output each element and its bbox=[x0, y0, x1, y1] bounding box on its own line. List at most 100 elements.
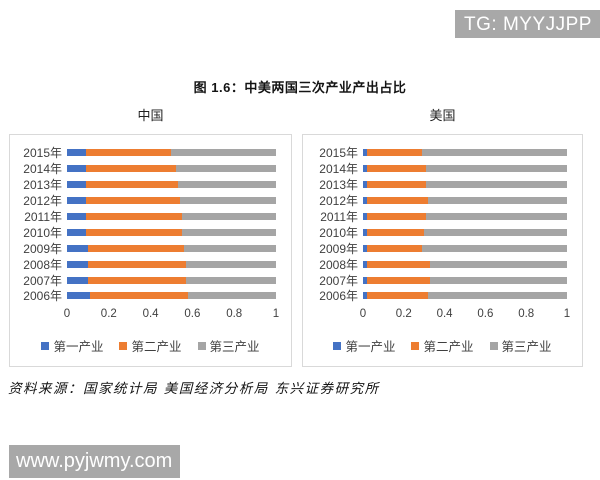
year-label: 2006年 bbox=[319, 289, 358, 304]
bar-track bbox=[67, 149, 276, 157]
tertiary-industry-swatch-icon bbox=[197, 341, 206, 350]
bar-track bbox=[363, 181, 567, 189]
tertiary-industry-swatch-icon bbox=[489, 341, 498, 350]
bar-segment-第一产业 bbox=[67, 181, 86, 189]
bar-segment-第一产业 bbox=[363, 213, 368, 220]
legend-label: 第一产业 bbox=[53, 340, 104, 354]
usa-legend: 第一产业 第二产业 第三产业 bbox=[303, 336, 582, 355]
bar-track bbox=[363, 149, 567, 157]
bar-segment-第二产业 bbox=[87, 276, 187, 284]
bar-segment-第二产业 bbox=[367, 276, 431, 284]
bar-row: 2008年 bbox=[303, 256, 582, 272]
bar-segment-第三产业 bbox=[171, 149, 276, 157]
bar-segment-第一产业 bbox=[363, 244, 368, 252]
usa-x-axis: 0 0.2 0.4 0.6 0.8 1 bbox=[360, 308, 571, 324]
bar-row: 2011年 bbox=[10, 209, 291, 225]
bar-track bbox=[363, 228, 567, 236]
bar-segment-第二产业 bbox=[85, 228, 182, 236]
bar-track bbox=[67, 181, 276, 189]
bar-segment-第二产业 bbox=[367, 165, 427, 173]
bar-segment-第三产业 bbox=[186, 276, 276, 284]
bar-segment-第三产业 bbox=[177, 181, 276, 189]
legend-label: 第二产业 bbox=[423, 340, 474, 354]
bar-segment-第一产业 bbox=[363, 260, 368, 268]
bar-segment-第一产业 bbox=[67, 292, 90, 300]
year-label: 2007年 bbox=[23, 273, 62, 288]
year-label: 2013年 bbox=[319, 178, 358, 193]
bar-segment-第一产业 bbox=[363, 149, 368, 157]
bar-segment-第二产业 bbox=[87, 260, 187, 268]
bar-segment-第三产业 bbox=[181, 228, 276, 236]
bar-row: 2006年 bbox=[10, 288, 291, 304]
x-axis-tick-label: 0.6 bbox=[184, 308, 201, 320]
figure-title: 图 1.6：中美两国三次产业产出占比 bbox=[193, 80, 407, 95]
bar-row: 2014年 bbox=[303, 161, 582, 177]
bar-segment-第一产业 bbox=[67, 165, 86, 173]
bar-track bbox=[363, 244, 567, 252]
china-bar-rows: 2015年 2014年 2013年 2012年 2011年 2010年 2009年 2008年… bbox=[10, 145, 291, 304]
bar-segment-第三产业 bbox=[426, 213, 567, 220]
year-label: 2013年 bbox=[23, 178, 62, 193]
year-label: 2011年 bbox=[320, 210, 358, 225]
usa-chart-panel: 2015年 2014年 2013年 2012年 2011年 2010年 2009年 2008年… bbox=[302, 134, 583, 367]
bar-segment-第二产业 bbox=[85, 181, 178, 189]
year-label: 2010年 bbox=[319, 225, 358, 240]
bar-segment-第一产业 bbox=[363, 181, 368, 189]
usa-chart-title: 美国 bbox=[429, 108, 456, 123]
bar-track bbox=[67, 228, 276, 236]
legend-label: 第三产业 bbox=[209, 340, 260, 354]
bar-segment-第一产业 bbox=[363, 197, 368, 205]
bar-segment-第三产业 bbox=[430, 260, 567, 268]
year-label: 2015年 bbox=[319, 146, 358, 161]
bar-row: 2012年 bbox=[10, 193, 291, 209]
bar-row: 2014年 bbox=[10, 161, 291, 177]
year-label: 2015年 bbox=[23, 146, 62, 161]
bar-row: 2011年 bbox=[303, 209, 582, 225]
bar-row: 2008年 bbox=[10, 256, 291, 272]
bar-track bbox=[363, 276, 567, 284]
bar-segment-第三产业 bbox=[426, 181, 567, 189]
bar-segment-第一产业 bbox=[67, 149, 86, 157]
x-axis-tick-label: 1 bbox=[563, 308, 571, 320]
secondary-industry-swatch-icon bbox=[119, 341, 128, 350]
bar-segment-第二产业 bbox=[367, 213, 427, 220]
bar-segment-第三产业 bbox=[181, 213, 276, 220]
legend-item-primary: 第一产业 bbox=[41, 336, 103, 355]
source-note: 资料来源：国家统计局 美国经济分析局 东兴证券研究所 bbox=[8, 381, 380, 397]
bar-segment-第二产业 bbox=[367, 181, 427, 189]
bar-track bbox=[67, 197, 276, 205]
bar-track bbox=[67, 260, 276, 268]
bar-segment-第二产业 bbox=[87, 244, 185, 252]
bar-track bbox=[363, 213, 567, 220]
bar-track bbox=[67, 165, 276, 173]
bar-row: 2009年 bbox=[303, 240, 582, 256]
x-axis-tick-label: 0.4 bbox=[436, 308, 453, 320]
legend-item-secondary: 第二产业 bbox=[119, 336, 182, 355]
bar-row: 2009年 bbox=[10, 240, 291, 256]
secondary-industry-swatch-icon bbox=[411, 341, 420, 350]
china-legend: 第一产业 第二产业 第三产业 bbox=[10, 336, 291, 355]
year-label: 2008年 bbox=[319, 257, 358, 272]
legend-item-secondary: 第二产业 bbox=[411, 336, 474, 355]
year-label: 2009年 bbox=[319, 241, 358, 256]
year-label: 2010年 bbox=[23, 225, 62, 240]
year-label: 2006年 bbox=[23, 289, 62, 304]
bar-segment-第二产业 bbox=[85, 197, 180, 205]
bar-row: 2013年 bbox=[10, 177, 291, 193]
bar-segment-第三产业 bbox=[424, 228, 567, 236]
bar-segment-第一产业 bbox=[67, 260, 88, 268]
year-label: 2014年 bbox=[23, 162, 62, 177]
bar-segment-第一产业 bbox=[363, 228, 368, 236]
bar-row: 2007年 bbox=[10, 272, 291, 288]
bar-segment-第一产业 bbox=[67, 213, 86, 220]
bar-segment-第二产业 bbox=[367, 292, 429, 300]
bar-track bbox=[363, 165, 567, 173]
bar-segment-第一产业 bbox=[67, 244, 88, 252]
bar-track bbox=[67, 213, 276, 220]
bar-segment-第一产业 bbox=[363, 292, 368, 300]
bar-segment-第一产业 bbox=[67, 276, 88, 284]
watermark-telegram: TG: MYYJJPP bbox=[455, 10, 600, 38]
bar-segment-第一产业 bbox=[67, 228, 86, 236]
bar-row: 2006年 bbox=[303, 288, 582, 304]
bar-segment-第二产业 bbox=[89, 292, 189, 300]
